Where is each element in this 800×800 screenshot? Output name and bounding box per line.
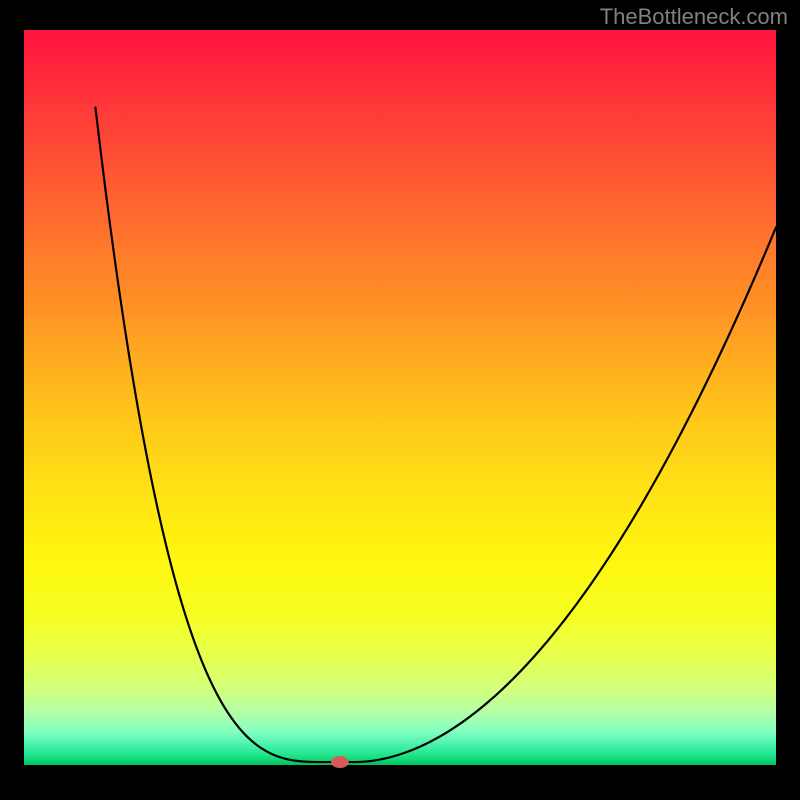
bottleneck-chart: [0, 0, 800, 800]
optimal-point-marker: [331, 756, 349, 768]
watermark-text: TheBottleneck.com: [600, 4, 788, 30]
chart-container: TheBottleneck.com: [0, 0, 800, 800]
